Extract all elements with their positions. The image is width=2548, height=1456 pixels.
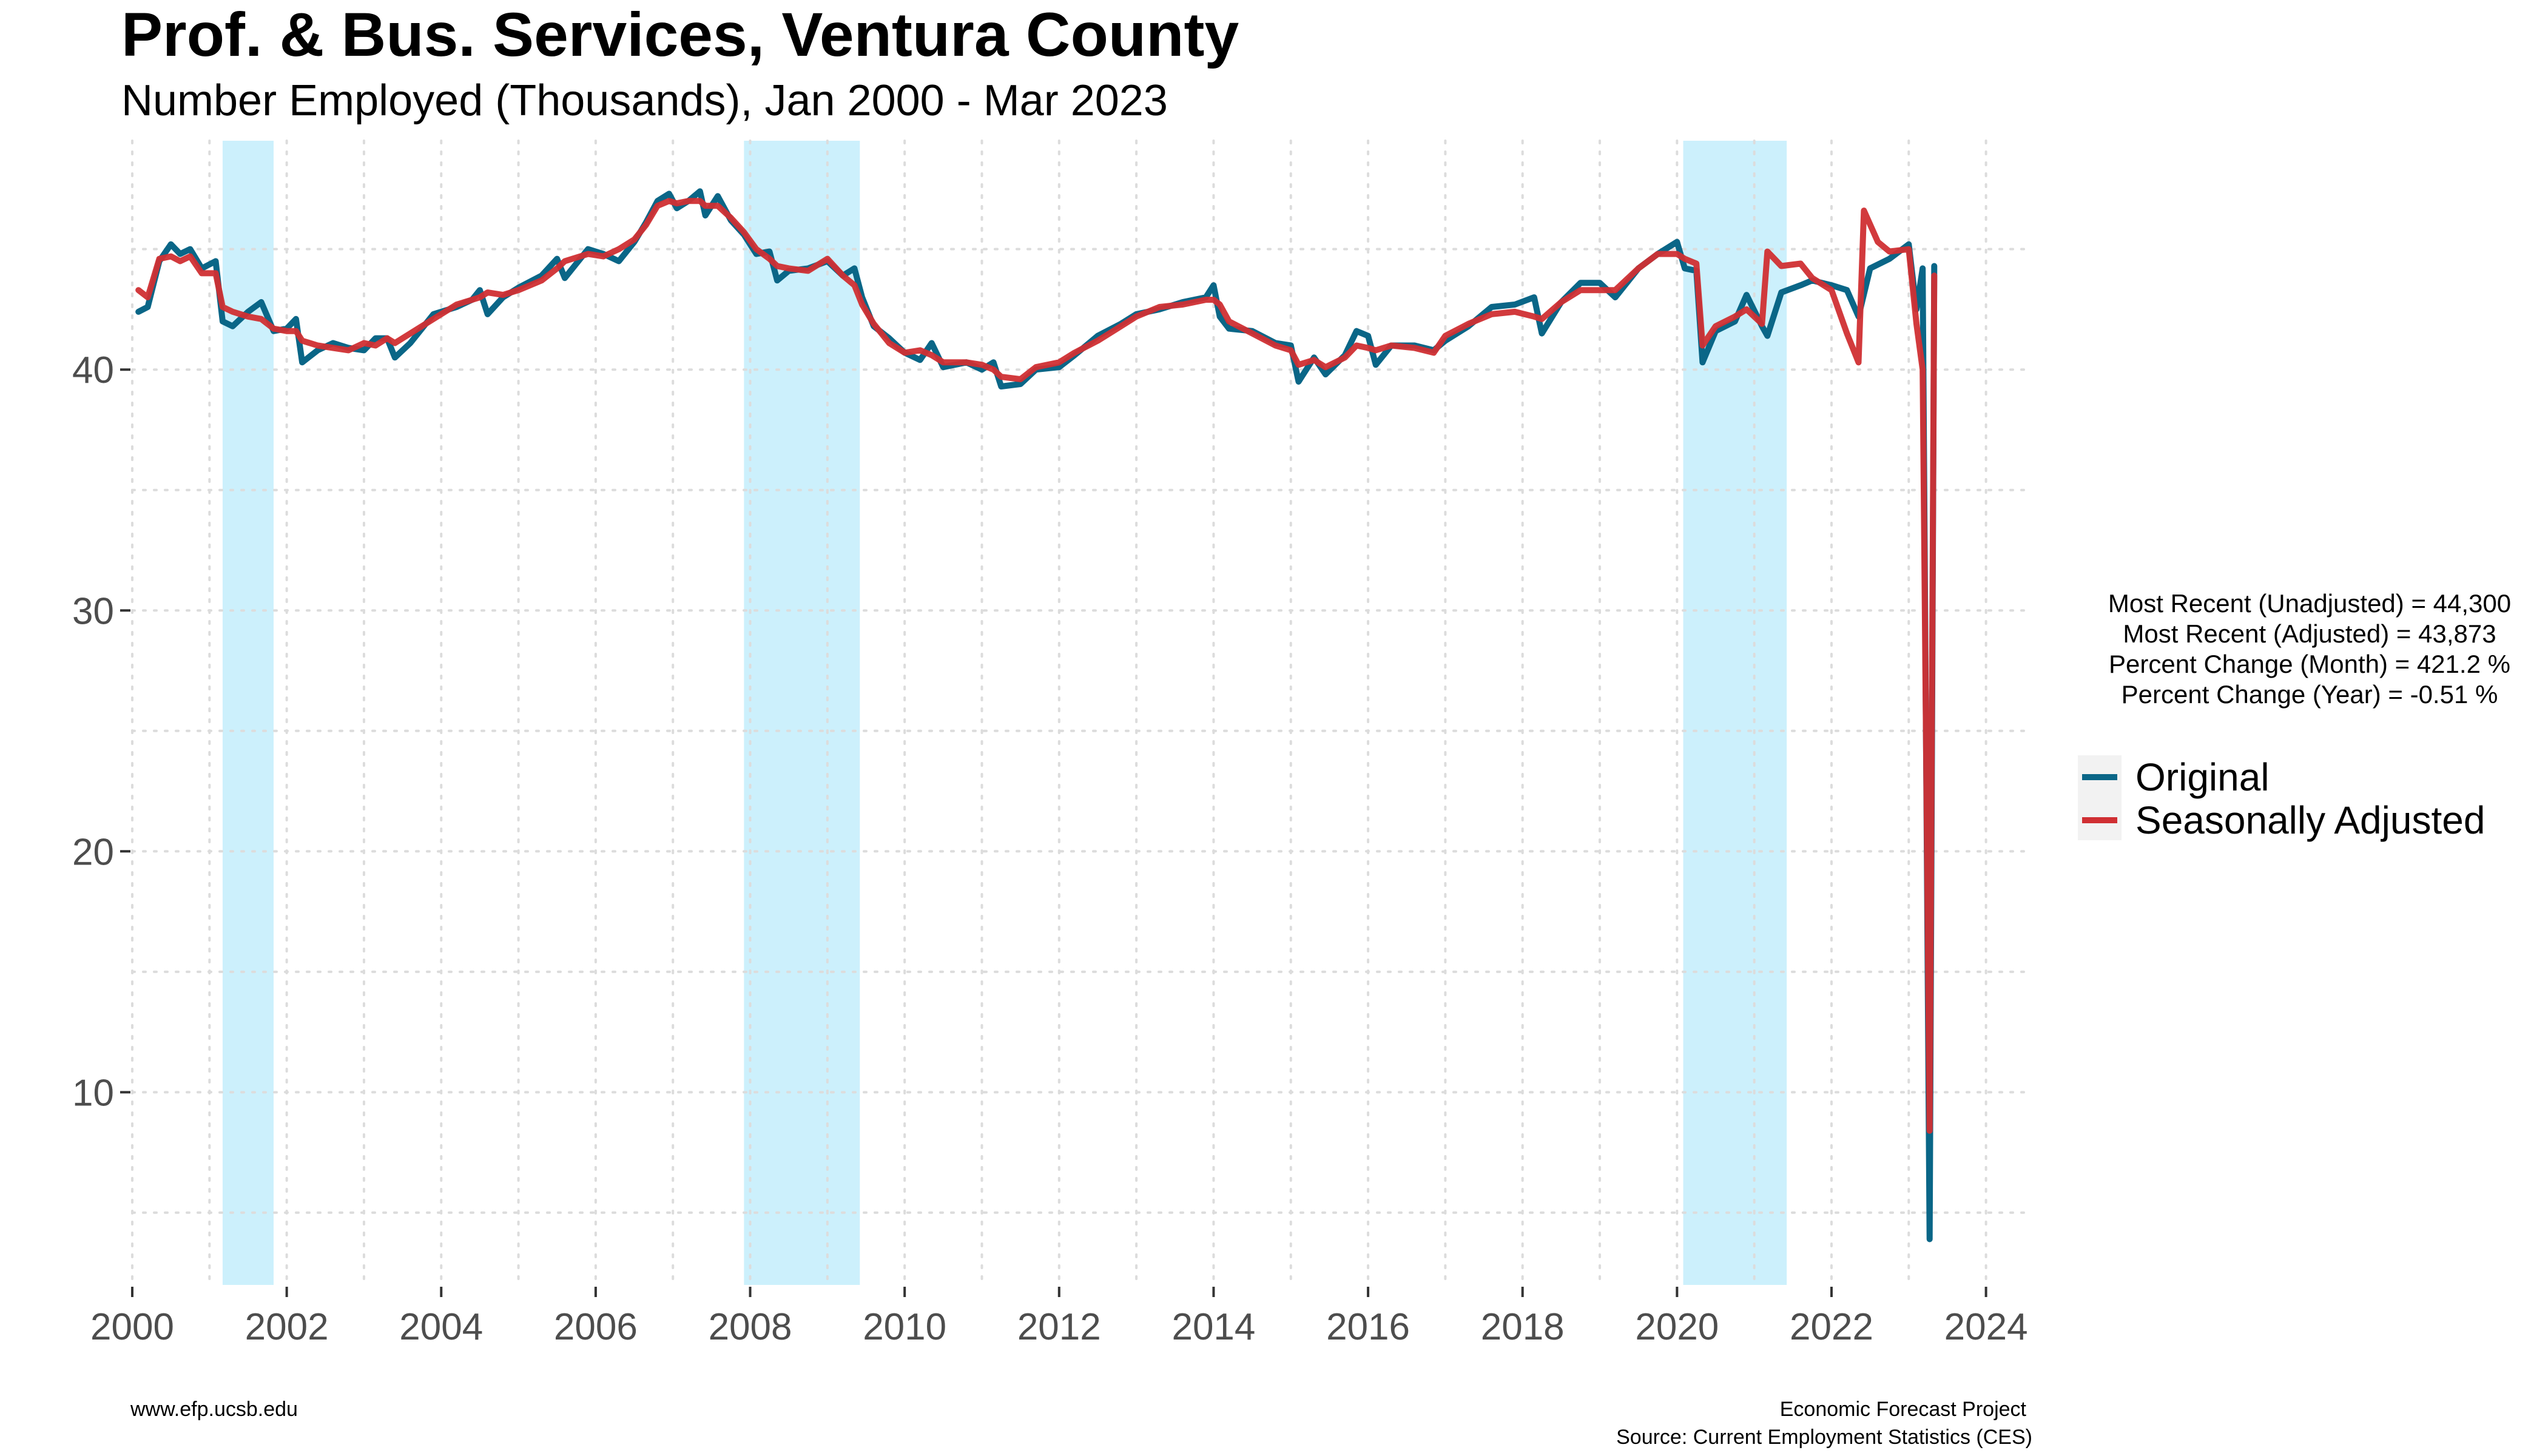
stats-block: Most Recent (Unadjusted) = 44,300 Most R… xyxy=(2108,589,2511,709)
x-tick-label-2014: 2014 xyxy=(1171,1306,1255,1348)
stat-most-recent-unadjusted: Most Recent (Unadjusted) = 44,300 xyxy=(2108,589,2511,618)
legend: Original Seasonally Adjusted xyxy=(2078,755,2485,842)
legend-label-adjusted: Seasonally Adjusted xyxy=(2135,798,2485,842)
x-tick-label-2010: 2010 xyxy=(863,1306,946,1348)
footer-website: www.efp.ucsb.edu xyxy=(130,1398,298,1421)
x-tick-label-2024: 2024 xyxy=(1944,1306,2028,1348)
y-tick-label-30: 30 xyxy=(72,590,114,632)
x-tick-label-2012: 2012 xyxy=(1017,1306,1101,1348)
recession-band-1 xyxy=(222,141,274,1285)
x-tick-label-2006: 2006 xyxy=(554,1306,638,1348)
legend-label-original: Original xyxy=(2135,755,2270,799)
legend-key-background xyxy=(2078,755,2122,840)
y-axis-ticks: 10 20 30 40 xyxy=(72,349,130,1114)
x-tick-label-2002: 2002 xyxy=(245,1306,329,1348)
x-tick-label-2020: 2020 xyxy=(1635,1306,1719,1348)
recession-band-2 xyxy=(744,141,860,1285)
x-tick-label-2022: 2022 xyxy=(1790,1306,1873,1348)
gridlines xyxy=(131,140,2034,1286)
x-tick-label-2018: 2018 xyxy=(1481,1306,1565,1348)
stat-percent-change-month: Percent Change (Month) = 421.2 % xyxy=(2109,650,2510,678)
y-tick-label-10: 10 xyxy=(72,1072,114,1114)
series-line-seasonally-adjusted xyxy=(135,198,1938,1134)
series-lines xyxy=(135,188,1938,1242)
stat-most-recent-adjusted: Most Recent (Adjusted) = 43,873 xyxy=(2123,619,2496,648)
x-tick-label-2000: 2000 xyxy=(90,1306,174,1348)
x-axis-ticks: 2000 2002 2004 2006 2008 2010 2012 2014 2016 2018… xyxy=(90,1287,2028,1348)
chart-subtitle: Number Employed (Thousands), Jan 2000 - … xyxy=(121,76,1168,125)
y-tick-label-20: 20 xyxy=(72,831,114,873)
x-tick-label-2016: 2016 xyxy=(1326,1306,1410,1348)
x-tick-label-2004: 2004 xyxy=(399,1306,483,1348)
stat-percent-change-year: Percent Change (Year) = -0.51 % xyxy=(2122,680,2498,709)
x-tick-label-2008: 2008 xyxy=(709,1306,792,1348)
footer-credit: Economic Forecast Project xyxy=(1780,1398,2027,1421)
series-line-original xyxy=(135,188,1938,1242)
chart-title: Prof. & Bus. Services, Ventura County xyxy=(121,0,1239,69)
y-tick-label-40: 40 xyxy=(72,349,114,391)
footer-source: Source: Current Employment Statistics (C… xyxy=(1616,1426,2032,1449)
